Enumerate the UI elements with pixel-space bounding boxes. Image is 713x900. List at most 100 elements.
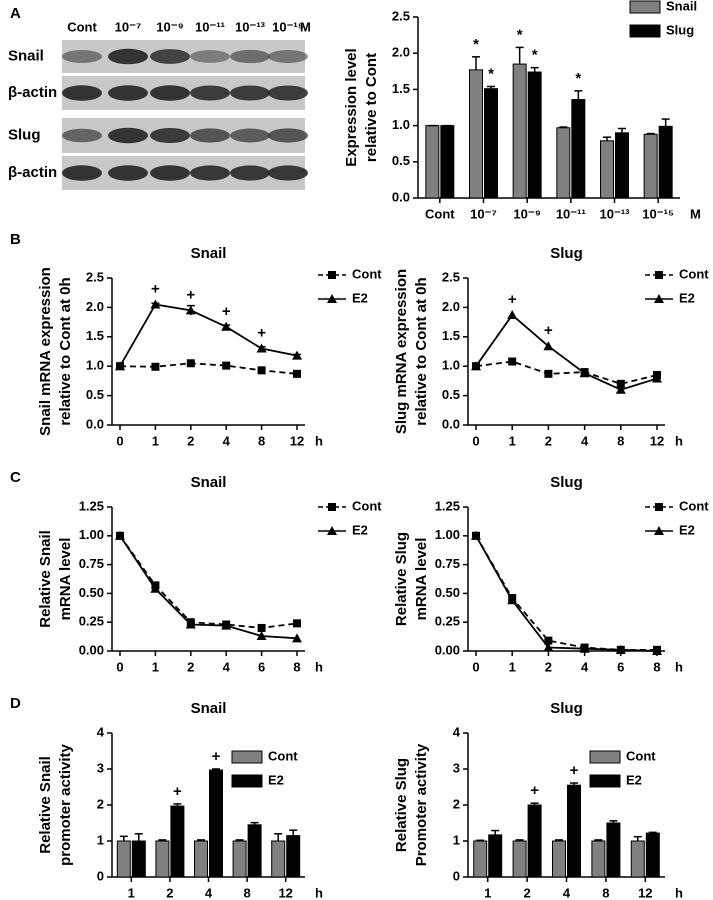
y-axis-label: Snail mRNA expression: [37, 267, 54, 436]
bar: [170, 805, 185, 878]
blot-band: [230, 128, 270, 143]
legend-label: E2: [352, 290, 368, 305]
legend-swatch: [629, 0, 661, 14]
series-line: [475, 360, 658, 385]
y-axis-label: mRNA level: [57, 538, 74, 621]
y-axis-label: Relative Snail: [37, 756, 54, 854]
y-tick-label: 2.0: [392, 45, 410, 60]
x-tick-label: 10⁻¹¹: [556, 206, 586, 221]
marker: [471, 530, 481, 540]
series-line: [119, 535, 298, 640]
y-tick-label: 0.5: [392, 153, 410, 168]
legend-label: Cont: [679, 266, 709, 281]
x-unit: M: [690, 206, 701, 221]
y-tick-label: 1.5: [442, 328, 460, 343]
x-tick-label: 1: [509, 433, 516, 448]
x-tick-label: 1: [509, 659, 516, 674]
bar: [512, 840, 527, 878]
y-tick-label: 1.5: [86, 328, 104, 343]
x-unit: h: [315, 659, 323, 674]
x-tick-label: 12: [290, 433, 304, 448]
bar: [247, 824, 262, 878]
marker: [543, 642, 554, 652]
y-tick-label: 0.75: [435, 556, 460, 571]
chart-title: Snail: [191, 474, 227, 491]
blot-band: [108, 85, 148, 101]
blot-column-label: 10⁻⁷: [115, 19, 142, 34]
blot-band: [268, 128, 308, 143]
bar: [630, 840, 645, 878]
blot-band: [268, 50, 308, 63]
x-unit: h: [675, 885, 683, 900]
blot-band: [190, 50, 230, 63]
significance-mark: *: [488, 65, 494, 82]
marker: [507, 310, 518, 320]
marker: [328, 271, 336, 279]
marker: [616, 379, 625, 388]
blot-row-label: β-actin: [8, 164, 57, 181]
bar: [527, 804, 542, 878]
marker: [150, 583, 161, 593]
x-tick-label: 12: [278, 885, 292, 900]
bar: [232, 840, 247, 878]
marker: [221, 620, 232, 630]
legend-label: Cont: [268, 748, 298, 763]
blot-band: [150, 85, 190, 101]
blot-band: [190, 85, 230, 101]
legend-swatch: [589, 750, 621, 764]
x-tick-label: 1: [484, 885, 491, 900]
chart-title: Slug: [550, 474, 583, 491]
significance-mark: +: [508, 291, 517, 308]
bar: [571, 99, 586, 199]
bar: [209, 769, 223, 878]
series-line: [119, 303, 298, 367]
y-tick-label: 0: [453, 868, 460, 883]
chart-title: Slug: [550, 245, 583, 262]
x-tick-label: 2: [187, 433, 194, 448]
legend-label: Cont: [679, 498, 709, 513]
marker: [507, 595, 518, 605]
y-axis-label: Relative Slug: [393, 758, 410, 852]
x-unit: h: [675, 433, 683, 448]
legend-label: E2: [679, 522, 695, 537]
bar: [552, 840, 566, 878]
x-tick-label: 4: [205, 885, 213, 900]
chart-title: Slug: [550, 700, 583, 717]
blot-row-label: β-actin: [8, 84, 57, 101]
marker: [257, 623, 266, 632]
blot-band: [150, 49, 190, 64]
significance-mark: +: [544, 322, 553, 339]
x-tick-label: 0: [116, 433, 123, 448]
legend-swatch: [231, 774, 263, 788]
marker: [652, 373, 662, 383]
x-unit: h: [315, 433, 323, 448]
y-tick-label: 0.00: [79, 642, 104, 657]
y-tick-label: 0.50: [435, 585, 460, 600]
bar: [567, 784, 581, 878]
x-tick-label: 6: [617, 659, 624, 674]
blot-band: [150, 165, 190, 181]
bar: [606, 822, 621, 878]
y-tick-label: 4: [97, 724, 105, 739]
significance-mark: +: [151, 280, 160, 297]
blot-unit: M: [300, 19, 311, 34]
x-tick-label: 2: [545, 659, 552, 674]
bar: [484, 88, 498, 199]
x-tick-label: 2: [187, 659, 194, 674]
marker: [579, 643, 590, 653]
marker: [579, 368, 590, 378]
x-tick-label: 8: [617, 433, 624, 448]
y-tick-label: 2: [97, 796, 104, 811]
bar: [155, 840, 170, 878]
legend-swatch: [231, 750, 263, 764]
blot-column-label: 10⁻¹³: [235, 19, 266, 34]
y-axis-label: relative to Cont at 0h: [57, 277, 74, 425]
bar: [473, 840, 488, 878]
marker: [615, 644, 626, 654]
bar: [600, 140, 614, 199]
marker: [293, 619, 301, 628]
marker: [654, 526, 664, 535]
marker: [115, 530, 125, 540]
y-axis-label: mRNA level: [413, 538, 430, 621]
bar: [512, 63, 527, 199]
